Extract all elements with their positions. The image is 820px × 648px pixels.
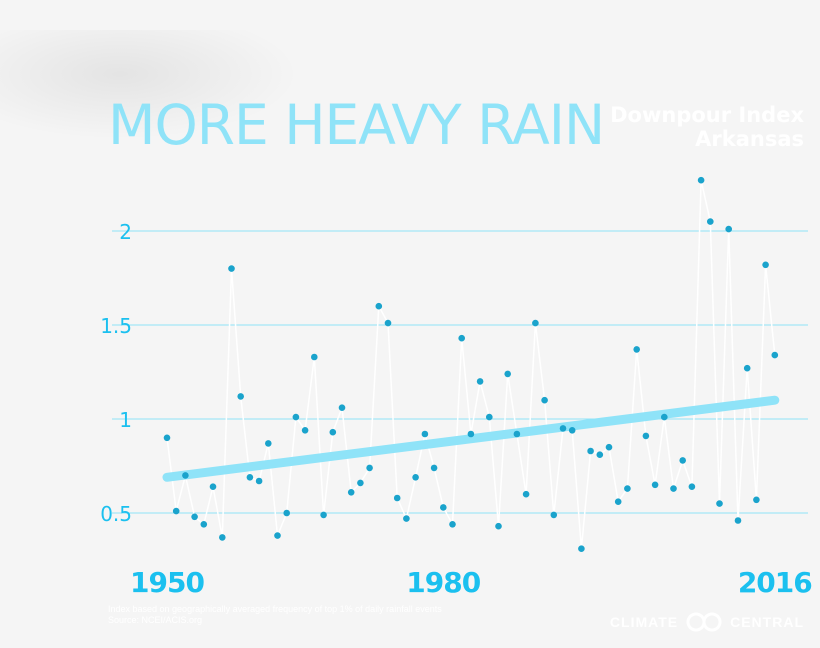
data-point <box>366 464 373 472</box>
data-point <box>357 479 364 487</box>
data-point <box>209 483 217 491</box>
data-point <box>633 346 640 353</box>
series-connector-line <box>166 179 776 550</box>
data-point <box>311 353 318 361</box>
data-point <box>421 430 429 438</box>
data-point <box>578 545 585 552</box>
data-point <box>449 521 456 528</box>
data-point <box>495 522 502 530</box>
y-tick-label: 0.5 <box>100 502 132 526</box>
x-tick-label: 1950 <box>130 566 204 599</box>
data-point <box>393 494 401 502</box>
y-tick-label: 1 <box>119 408 132 432</box>
data-point <box>587 447 594 455</box>
data-point <box>255 477 263 485</box>
data-point <box>688 483 696 491</box>
data-point <box>182 472 189 479</box>
data-point <box>670 485 677 492</box>
data-point <box>559 425 567 432</box>
data-point <box>430 464 438 472</box>
data-point <box>246 474 254 481</box>
data-point <box>440 504 447 511</box>
footnote-note: Index based on geographically averaged f… <box>108 604 442 614</box>
data-point <box>172 507 180 515</box>
subtitle-index: Downpour Index <box>610 103 804 127</box>
climate-central-logo: CLIMATE CENTRAL <box>610 612 804 632</box>
data-point <box>624 485 631 492</box>
data-point <box>320 511 327 519</box>
logo-text-climate: CLIMATE <box>609 614 679 630</box>
data-point <box>532 319 539 327</box>
x-tick-label: 1980 <box>406 566 480 599</box>
data-point <box>605 443 613 451</box>
data-point <box>274 532 281 539</box>
data-point <box>725 225 732 233</box>
data-point <box>486 413 493 421</box>
data-point <box>265 440 272 447</box>
data-point <box>375 302 383 310</box>
trend-line <box>162 395 780 482</box>
data-point <box>651 481 659 489</box>
data-point <box>707 218 714 225</box>
data-point <box>522 490 530 498</box>
data-point <box>200 521 208 528</box>
data-point <box>614 498 622 506</box>
data-point <box>753 496 760 504</box>
data-point <box>762 261 769 269</box>
logo-text-central: CENTRAL <box>730 614 804 630</box>
data-point <box>412 474 419 481</box>
data-point <box>504 370 512 378</box>
data-point <box>642 432 650 440</box>
chart-title: MORE HEAVY RAIN <box>108 93 605 157</box>
data-point <box>347 489 355 496</box>
y-tick-label: 2 <box>119 220 132 244</box>
data-point <box>743 364 751 372</box>
data-point <box>301 427 309 434</box>
data-point <box>679 457 686 464</box>
data-point <box>697 176 705 184</box>
data-point <box>329 428 337 436</box>
data-point <box>476 378 484 385</box>
chart-subtitle: Downpour Index Arkansas <box>610 103 804 151</box>
footnote-source: Source: NCEI/ACIS.org <box>108 615 203 625</box>
logo-icon <box>686 612 722 632</box>
data-point <box>458 334 466 342</box>
data-point <box>228 265 235 272</box>
data-point <box>403 515 410 522</box>
data-point <box>283 509 291 517</box>
background-shade <box>0 30 300 140</box>
data-point <box>568 427 576 434</box>
data-point <box>384 319 392 327</box>
y-tick-label: 1.5 <box>100 314 132 338</box>
data-point <box>550 511 558 519</box>
footnote: Index based on geographically averaged f… <box>108 604 442 626</box>
data-point <box>191 513 198 521</box>
data-point <box>661 413 668 421</box>
subtitle-state: Arkansas <box>695 127 804 151</box>
data-point <box>716 500 723 507</box>
data-point <box>467 430 475 438</box>
data-point <box>338 404 346 412</box>
x-tick-label: 2016 <box>738 566 812 599</box>
data-point <box>513 430 521 438</box>
data-point <box>219 534 226 541</box>
data-point <box>237 393 244 400</box>
data-point <box>734 517 742 524</box>
data-point <box>596 451 604 459</box>
data-point <box>163 434 171 442</box>
data-point <box>541 396 548 404</box>
data-point <box>292 413 300 421</box>
data-point <box>771 351 779 359</box>
